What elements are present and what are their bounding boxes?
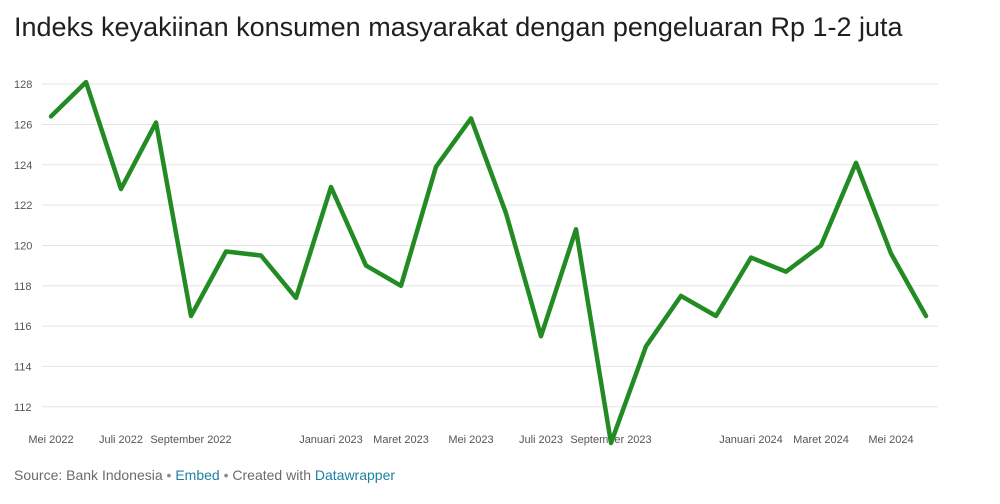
data-point	[609, 441, 613, 445]
data-point	[644, 344, 648, 348]
data-point	[784, 270, 788, 274]
x-tick-label: Maret 2023	[373, 434, 429, 446]
data-point	[714, 314, 718, 318]
grid-lines	[42, 83, 938, 408]
data-point	[224, 250, 228, 254]
data-point	[574, 227, 578, 231]
x-tick-label: September 2022	[150, 434, 231, 446]
footer: Source: Bank Indonesia • Embed • Created…	[14, 467, 395, 483]
y-tick-label: 120	[14, 240, 32, 252]
data-point	[469, 116, 473, 120]
series-line	[48, 79, 929, 446]
data-point	[504, 211, 508, 215]
y-tick-label: 116	[14, 321, 32, 333]
separator: •	[162, 467, 176, 483]
data-point	[364, 264, 368, 268]
embed-link[interactable]: Embed	[175, 467, 220, 483]
x-tick-label: Juli 2023	[519, 434, 563, 446]
chart-title: Indeks keyakiinan konsumen masyarakat de…	[14, 12, 903, 42]
data-point	[294, 296, 298, 300]
data-point	[119, 187, 123, 191]
x-tick-label: Januari 2023	[299, 434, 363, 446]
x-tick-label: Juli 2022	[99, 434, 143, 446]
data-point	[49, 114, 53, 118]
separator: •	[219, 467, 233, 483]
data-point	[259, 254, 263, 258]
x-axis-ticks: Mei 2022 Juli 2022 September 2022 Januari 2…	[28, 434, 913, 446]
y-tick-label: 122	[14, 200, 32, 212]
y-axis-ticks: 112 114 116 118 120 122 124 126 128	[14, 79, 32, 414]
data-point	[854, 161, 858, 165]
data-point	[679, 294, 683, 298]
x-tick-label: Mei 2023	[448, 434, 493, 446]
created-with-text: Created with	[232, 467, 315, 483]
y-tick-label: 118	[14, 281, 32, 293]
y-tick-label: 112	[14, 402, 32, 414]
y-tick-label: 128	[14, 79, 32, 91]
x-tick-label: Maret 2024	[793, 434, 849, 446]
data-point	[924, 314, 928, 318]
data-point	[749, 256, 753, 260]
series	[48, 79, 929, 446]
data-point	[434, 165, 438, 169]
source-text: Source: Bank Indonesia	[14, 467, 163, 483]
x-tick-label: Mei 2024	[868, 434, 913, 446]
data-point	[154, 120, 158, 124]
data-point	[539, 334, 543, 338]
data-point	[889, 252, 893, 256]
y-tick-label: 114	[14, 361, 32, 373]
data-point	[819, 243, 823, 247]
data-point	[329, 185, 333, 189]
y-tick-label: 126	[14, 119, 32, 131]
y-tick-label: 124	[14, 160, 32, 172]
datawrapper-link[interactable]: Datawrapper	[314, 467, 396, 483]
data-point	[84, 80, 88, 84]
data-point	[189, 314, 193, 318]
line-chart: 112 114 116 118 120 122 124 126 128 Mei 2022 Juli…	[14, 79, 938, 446]
x-tick-label: Mei 2022	[28, 434, 73, 446]
data-point	[399, 284, 403, 288]
x-tick-label: Januari 2024	[719, 434, 783, 446]
